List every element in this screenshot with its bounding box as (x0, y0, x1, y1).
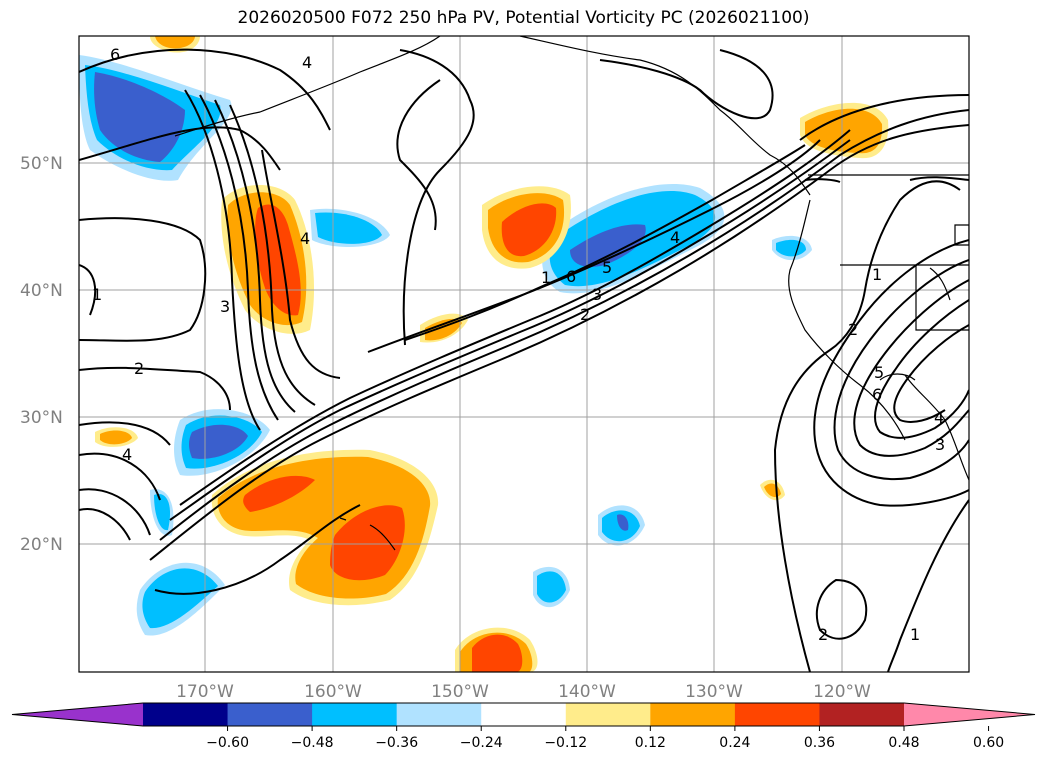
colorbar: −0.60 −0.48 −0.36 −0.24 −0.12 0.12 0.24 0.36 0.4… (11, 702, 1036, 751)
pv-contours (79, 48, 969, 672)
colorbar-swatch (143, 703, 229, 726)
contour-label: 4 (302, 53, 312, 72)
lon-label-120w: 120°W (813, 682, 871, 702)
colorbar-swatch (396, 703, 482, 726)
colorbar-tick-label: −0.36 (375, 735, 418, 751)
contour-label: 1 (541, 268, 551, 287)
contour-label: 6 (872, 385, 882, 404)
contour-label: 5 (874, 363, 884, 382)
colorbar-swatch (734, 703, 820, 726)
lon-label-130w: 130°W (685, 682, 743, 702)
contour-label: 4 (670, 228, 680, 247)
contour-labels: 6 4 1 3 4 2 4 1 6 5 4 3 2 1 2 5 6 3 4 2 … (92, 45, 945, 644)
lon-label-140w: 140°W (558, 682, 616, 702)
colorbar-outline (11, 702, 1036, 727)
contour-label: 1 (92, 285, 102, 304)
colorbar-tick-label: 0.48 (888, 735, 919, 751)
contour-label: 4 (122, 445, 132, 464)
colorbar-swatch (227, 703, 313, 726)
map-plot-area (79, 36, 969, 672)
colorbar-extend-high (904, 703, 1035, 726)
colorbar-tick-label: −0.60 (206, 735, 249, 751)
lon-label-170w: 170°W (176, 682, 234, 702)
colorbar-tick-label: 0.60 (973, 735, 1004, 751)
positive-anomaly-fills-stronger (243, 203, 557, 672)
lon-label-150w: 150°W (431, 682, 489, 702)
map-frame (78, 35, 970, 673)
lon-label-160w: 160°W (304, 682, 362, 702)
lat-label-40n: 40°N (20, 281, 63, 301)
contour-label: 3 (592, 285, 602, 304)
contour-label: 4 (934, 408, 944, 427)
colorbar-tick-label: −0.24 (460, 735, 503, 751)
colorbar-swatch (312, 703, 398, 726)
coastlines (174, 36, 969, 551)
lat-label-50n: 50°N (20, 154, 63, 174)
colorbar-tick-label: −0.48 (291, 735, 334, 751)
graticule (79, 36, 969, 672)
colorbar-tick-label: 0.12 (635, 735, 666, 751)
contour-label: 2 (134, 359, 144, 378)
contour-label: 1 (872, 265, 882, 284)
contour-label: 4 (300, 229, 310, 248)
contour-label: 3 (220, 297, 230, 316)
colorbar-swatch (481, 703, 567, 726)
contour-label: 2 (848, 320, 858, 339)
contour-label: 6 (566, 267, 576, 286)
contour-label: 2 (580, 305, 590, 324)
contour-label: 6 (110, 45, 120, 64)
longitude-labels: 170°W 160°W 150°W 140°W 130°W 120°W (176, 682, 871, 702)
contour-label: 3 (935, 435, 945, 454)
colorbar-tick-label: 0.24 (719, 735, 750, 751)
colorbar-tick-label: −0.12 (544, 735, 587, 751)
colorbar-swatch (650, 703, 736, 726)
colorbar-extend-low (12, 703, 143, 726)
latitude-labels: 50°N 40°N 30°N 20°N (20, 154, 63, 555)
map-title: 2026020500 F072 250 hPa PV, Potential Vo… (237, 8, 810, 28)
colorbar-tick-label: 0.36 (804, 735, 835, 751)
contour-label: 1 (910, 625, 920, 644)
lat-label-30n: 30°N (20, 408, 63, 428)
lat-label-20n: 20°N (20, 535, 63, 555)
colorbar-swatch (565, 703, 651, 726)
contour-label: 5 (602, 258, 612, 277)
contour-label: 2 (818, 625, 828, 644)
colorbar-swatch (819, 703, 905, 726)
negative-anomaly-fills-stronger (94, 72, 646, 531)
